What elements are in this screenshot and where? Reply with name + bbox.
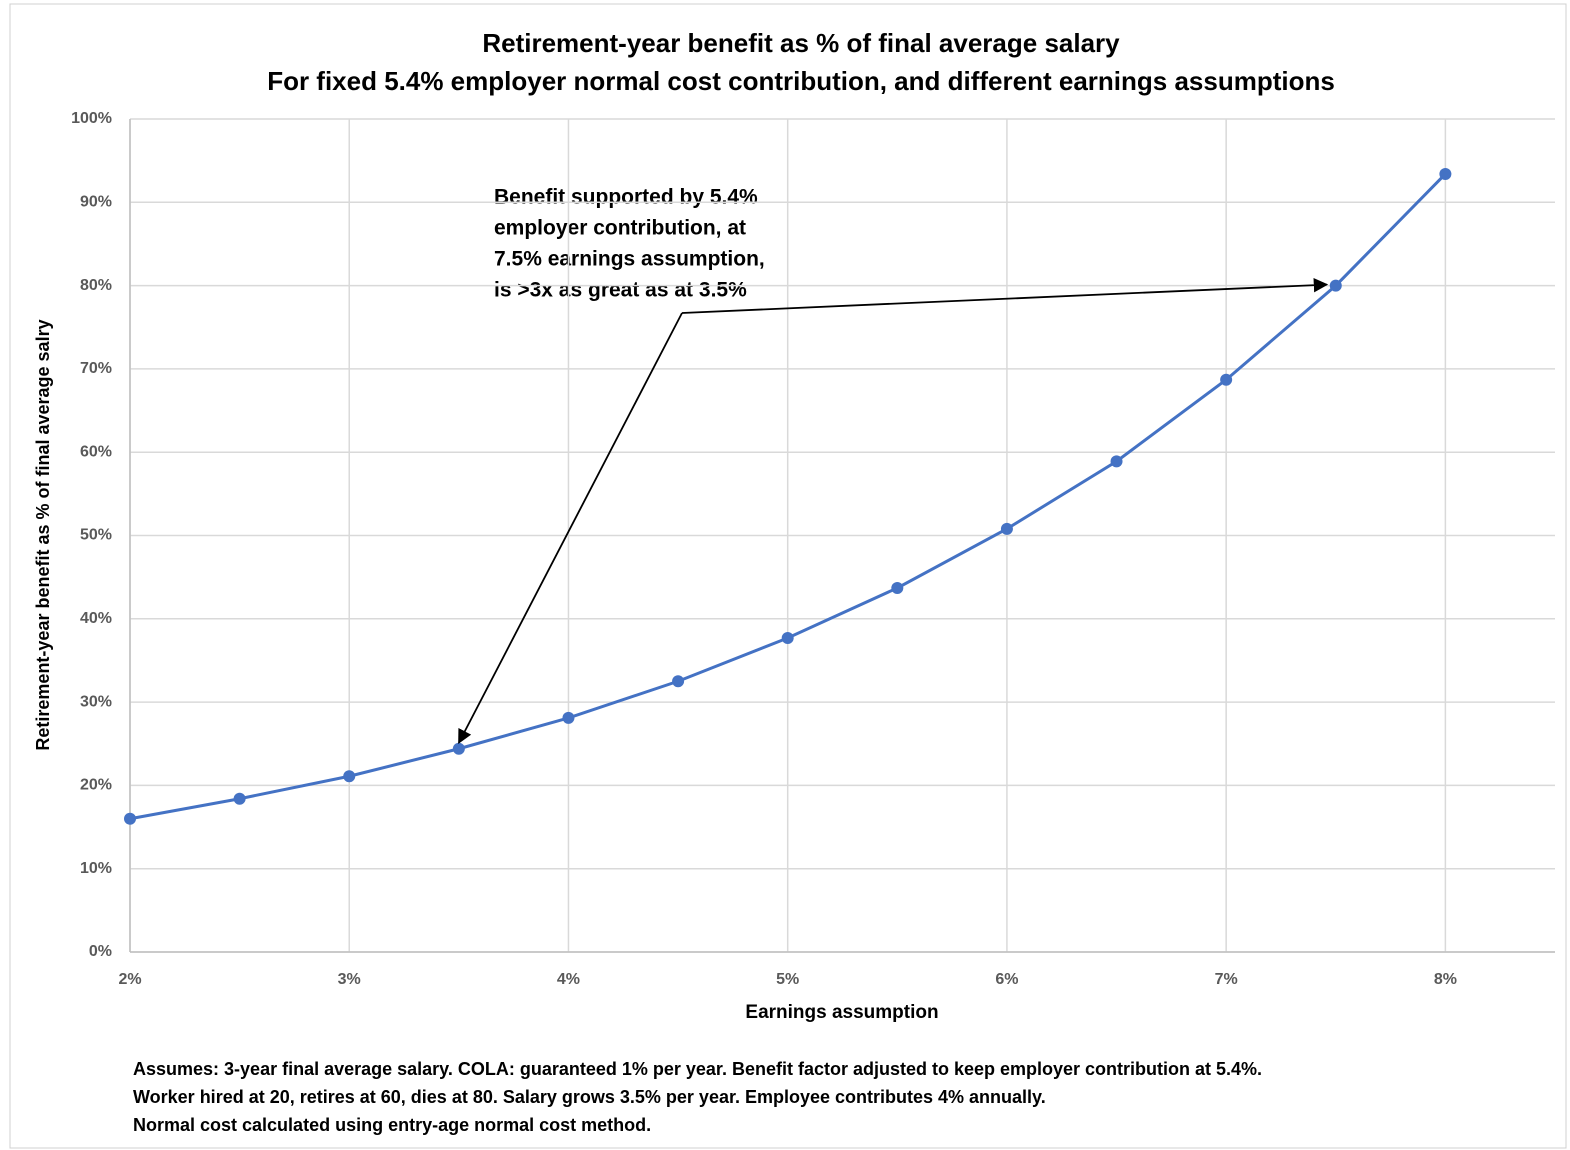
note-line: Normal cost calculated using entry-age n…: [133, 1115, 651, 1135]
x-tick-label: 7%: [1215, 971, 1238, 988]
annotation-line: is >3x as great as at 3.5%: [494, 279, 747, 302]
data-point: [891, 581, 904, 594]
data-point: [1000, 522, 1013, 535]
frame: [9, 3, 1567, 1149]
note-line: Worker hired at 20, retires at 60, dies …: [133, 1087, 1046, 1107]
chart-title: Retirement-year benefit as % of final av…: [482, 28, 1120, 58]
x-tick-label: 6%: [995, 971, 1018, 988]
data-point: [1110, 455, 1123, 468]
annotation-line: Benefit supported by 5.4%: [494, 186, 758, 209]
data-point: [343, 770, 356, 783]
y-tick-label: 30%: [80, 693, 112, 710]
y-tick-label: 80%: [80, 277, 112, 294]
y-tick-label: 60%: [80, 443, 112, 460]
data-point: [1220, 373, 1233, 386]
annotation-arrow: [458, 312, 683, 745]
data-point: [1329, 279, 1342, 292]
x-tick-label: 4%: [557, 971, 580, 988]
data-point: [562, 711, 575, 724]
annotation-line: employer contribution, at: [494, 217, 746, 240]
x-tick-label: 3%: [338, 971, 361, 988]
y-tick-label: 100%: [71, 110, 112, 127]
note-line: Assumes: 3-year final average salary. CO…: [133, 1059, 1262, 1079]
x-tick-label: 8%: [1434, 971, 1457, 988]
notes: Assumes: 3-year final average salary. CO…: [133, 1059, 1262, 1135]
y-tick-label: 20%: [80, 777, 112, 794]
y-tick-label: 90%: [80, 194, 112, 211]
y-tick-label: 70%: [80, 360, 112, 377]
data-point: [1439, 167, 1452, 180]
annotation-line: 7.5% earnings assumption,: [494, 248, 765, 271]
chart-subtitle: For fixed 5.4% employer normal cost cont…: [267, 66, 1335, 96]
data-point: [233, 792, 246, 805]
x-tick-label: 5%: [776, 971, 799, 988]
data-point: [124, 812, 136, 825]
data-point: [781, 631, 794, 644]
y-tick-label: 50%: [80, 527, 112, 544]
annotation-arrow: [681, 277, 1329, 314]
x-axis-label: Earnings assumption: [745, 1002, 938, 1023]
y-tick-label: 10%: [80, 860, 112, 877]
y-tick-label: 40%: [80, 610, 112, 627]
x-tick-label: 2%: [118, 971, 141, 988]
y-axis-label: Retirement-year benefit as % of final av…: [33, 319, 53, 750]
y-tick-label: 0%: [89, 943, 112, 960]
data-point: [672, 675, 685, 688]
data-point: [452, 742, 465, 755]
